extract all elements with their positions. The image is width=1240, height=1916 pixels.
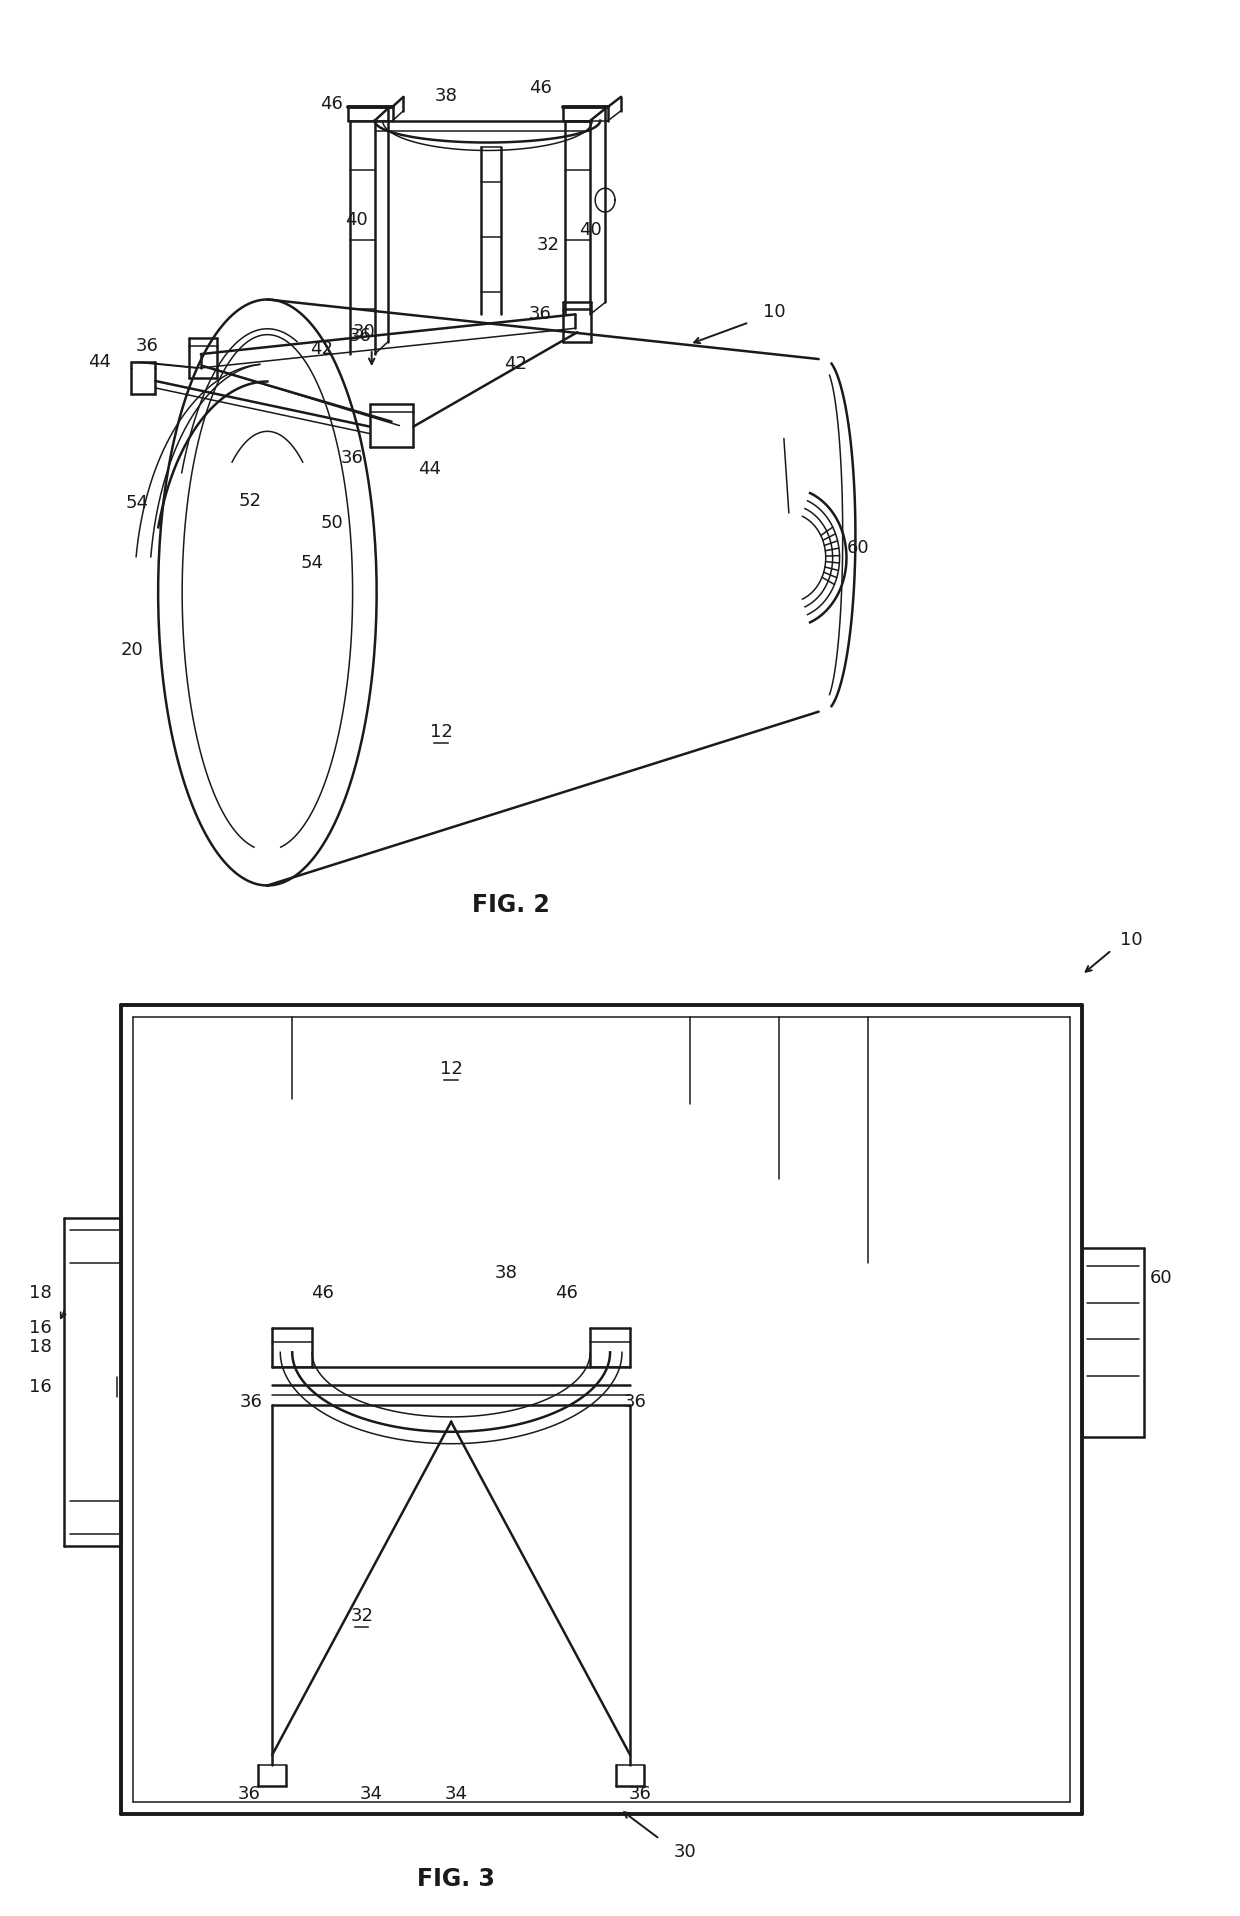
Text: 34: 34 [360, 1786, 383, 1803]
Text: 34: 34 [445, 1786, 467, 1803]
Text: 40: 40 [579, 220, 601, 240]
Text: 52: 52 [239, 492, 262, 510]
Text: 32: 32 [537, 236, 560, 253]
Text: 38: 38 [435, 86, 458, 105]
Text: 36: 36 [239, 1393, 263, 1410]
Text: 36: 36 [340, 450, 363, 468]
Text: 40: 40 [346, 211, 368, 230]
Text: 60: 60 [1149, 1268, 1173, 1288]
Text: 30: 30 [673, 1843, 696, 1860]
Text: 18: 18 [29, 1284, 52, 1301]
Text: 60: 60 [847, 538, 869, 558]
Text: 36: 36 [238, 1786, 260, 1803]
Text: 54: 54 [125, 494, 149, 512]
Text: 50: 50 [321, 513, 343, 533]
Text: 18: 18 [29, 1339, 52, 1357]
Text: 10: 10 [1120, 931, 1143, 948]
Text: FIG. 3: FIG. 3 [417, 1866, 495, 1891]
Text: 38: 38 [495, 1265, 517, 1282]
Text: 42: 42 [505, 354, 527, 374]
Text: 12: 12 [440, 1060, 463, 1079]
Text: 36: 36 [348, 328, 371, 345]
Text: FIG. 2: FIG. 2 [472, 893, 549, 918]
Text: 36: 36 [135, 337, 159, 354]
Text: 16: 16 [29, 1378, 52, 1397]
Text: 20: 20 [120, 642, 144, 659]
Text: 36: 36 [624, 1393, 646, 1410]
Text: 12: 12 [430, 722, 453, 740]
Text: 30: 30 [352, 324, 376, 341]
Text: 46: 46 [529, 79, 552, 98]
Text: 16: 16 [29, 1318, 52, 1337]
Text: 46: 46 [320, 94, 343, 113]
Text: 44: 44 [88, 353, 112, 372]
Text: 42: 42 [310, 341, 334, 358]
Text: 36: 36 [529, 305, 552, 324]
Text: 54: 54 [300, 554, 324, 571]
Text: 46: 46 [556, 1284, 578, 1301]
Text: 46: 46 [310, 1284, 334, 1301]
Text: 44: 44 [418, 460, 440, 479]
Text: 10: 10 [763, 303, 785, 322]
Text: 32: 32 [350, 1606, 373, 1625]
Text: 36: 36 [629, 1786, 651, 1803]
